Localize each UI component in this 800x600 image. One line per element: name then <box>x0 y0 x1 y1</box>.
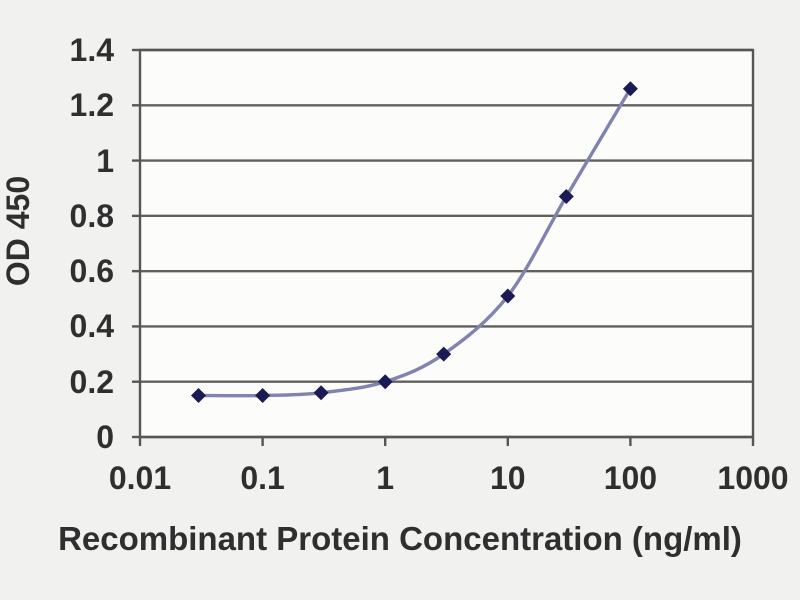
plot-frame <box>138 48 755 439</box>
y-tick-label: 1 <box>96 142 114 179</box>
data-point-marker <box>190 388 206 404</box>
x-tick-label: 1 <box>376 460 395 496</box>
x-tick-label: 10 <box>490 460 526 496</box>
data-point-marker <box>255 388 271 404</box>
y-tick-label: 0.4 <box>69 308 114 345</box>
y-tick-label: 0 <box>96 419 114 455</box>
x-tick-label: 1000 <box>717 460 789 496</box>
x-axis-title: Recombinant Protein Concentration (ng/ml… <box>58 520 742 557</box>
x-tick-label: 0.1 <box>240 460 285 496</box>
y-tick-label: 0.6 <box>69 253 114 290</box>
x-tick-label: 0.01 <box>108 460 172 496</box>
data-point-marker <box>500 288 516 304</box>
y-tick-label: 0.2 <box>69 363 114 400</box>
x-tick-label: 100 <box>603 460 658 496</box>
plot-background <box>140 50 753 437</box>
data-point-marker <box>313 385 329 401</box>
y-tick-label: 1.4 <box>69 32 114 68</box>
data-point-marker <box>377 374 393 390</box>
y-tick-label: 0.8 <box>69 197 114 234</box>
data-point-marker <box>622 81 638 97</box>
data-point-marker <box>558 189 574 205</box>
y-tick-label: 1.2 <box>69 87 114 124</box>
data-point-marker <box>436 346 452 362</box>
